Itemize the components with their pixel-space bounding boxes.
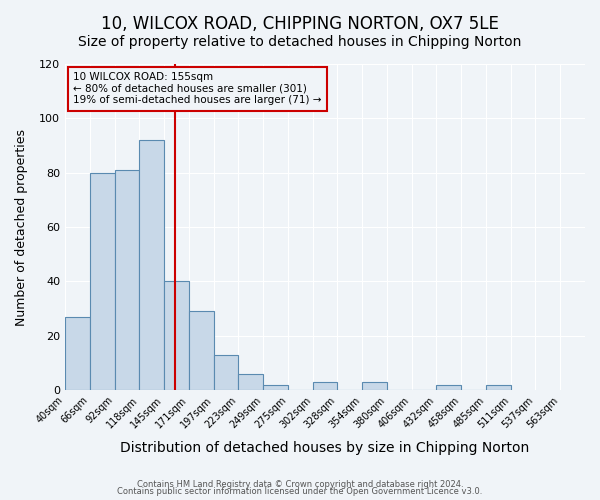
Bar — [164, 282, 189, 390]
Text: Size of property relative to detached houses in Chipping Norton: Size of property relative to detached ho… — [79, 35, 521, 49]
Bar — [238, 374, 263, 390]
Bar — [214, 354, 238, 390]
Text: 10 WILCOX ROAD: 155sqm
← 80% of detached houses are smaller (301)
19% of semi-de: 10 WILCOX ROAD: 155sqm ← 80% of detached… — [73, 72, 322, 106]
Y-axis label: Number of detached properties: Number of detached properties — [15, 128, 28, 326]
Text: Contains public sector information licensed under the Open Government Licence v3: Contains public sector information licen… — [118, 488, 482, 496]
Text: Contains HM Land Registry data © Crown copyright and database right 2024.: Contains HM Land Registry data © Crown c… — [137, 480, 463, 489]
Bar — [313, 382, 337, 390]
Bar — [90, 172, 115, 390]
Bar — [115, 170, 139, 390]
Bar — [263, 384, 288, 390]
Bar — [139, 140, 164, 390]
Bar — [65, 316, 90, 390]
Text: 10, WILCOX ROAD, CHIPPING NORTON, OX7 5LE: 10, WILCOX ROAD, CHIPPING NORTON, OX7 5L… — [101, 15, 499, 33]
Bar — [486, 384, 511, 390]
Bar — [189, 311, 214, 390]
Bar — [436, 384, 461, 390]
X-axis label: Distribution of detached houses by size in Chipping Norton: Distribution of detached houses by size … — [121, 441, 530, 455]
Bar — [362, 382, 387, 390]
